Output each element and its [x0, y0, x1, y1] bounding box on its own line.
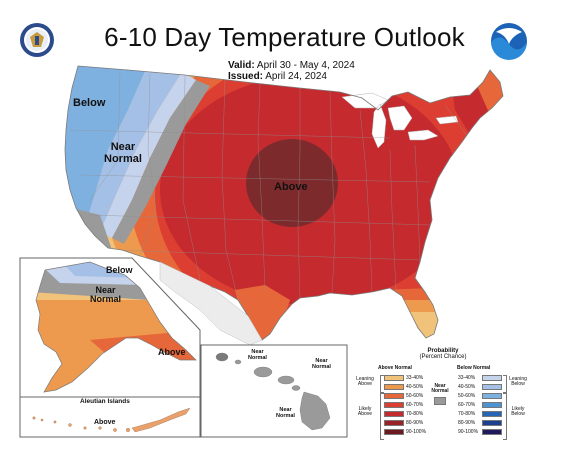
legend-leaning-below: Leaning Below: [505, 377, 531, 387]
alaska-near-line2: Normal: [90, 294, 122, 305]
leaning-above-line1: Leaning: [356, 376, 374, 382]
valid-label: Valid:: [228, 60, 255, 71]
leaning-below-line2: Below: [511, 381, 525, 387]
legend-title: Probability (Percent Chance): [405, 348, 481, 361]
map-title: 6-10 Day Temperature Outlook: [104, 22, 465, 52]
legend-below-swatch: [482, 375, 502, 381]
commerce-seal-icon: [20, 23, 54, 57]
legend-above-swatch: [384, 411, 404, 417]
legend-near-normal: Near Normal: [429, 384, 451, 394]
legend-bracket: [503, 393, 507, 440]
legend-above-range: 70-80%: [406, 410, 424, 417]
aleutian-islands-shape: [32, 407, 191, 433]
legend-near-line1: Near: [434, 383, 446, 389]
legend-below-range: 70-80%: [458, 410, 476, 417]
issued-date: Issued: April 24, 2024: [228, 71, 327, 82]
hawaii-b-line1: Near: [315, 358, 328, 364]
legend-near-swatch: [434, 397, 446, 405]
near-normal-line1: Near: [110, 141, 136, 153]
region-label-below: Below: [73, 97, 106, 109]
hawaii-islands-shape: [215, 352, 331, 431]
mexico-land: [159, 261, 263, 346]
legend-below-header: Below Normal: [457, 365, 491, 371]
issued-value: April 24, 2024: [265, 71, 327, 82]
leaning-above-line2: Above: [357, 381, 373, 387]
legend-above-range: 50-60%: [406, 392, 424, 399]
hawaii-a-line1: Near: [251, 349, 264, 355]
legend-likely-below: Likely Below: [505, 407, 531, 417]
hawaii-label-near-normal-2: Near Normal: [312, 358, 331, 371]
legend-below-swatch: [482, 384, 502, 390]
aleutian-label-above: Above: [94, 419, 116, 426]
legend-bracket: [380, 375, 384, 393]
legend-below-range: 33-40%: [458, 374, 476, 381]
hawaii-a-line2: Normal: [248, 354, 267, 361]
legend-below-range: 80-90%: [458, 419, 476, 426]
legend-above-header: Above Normal: [378, 365, 412, 371]
likely-above-line1: Likely: [358, 406, 372, 412]
legend-title-line1: Probability: [427, 348, 459, 354]
valid-value: April 30 - May 4, 2024: [256, 60, 355, 71]
great-lakes: [341, 92, 459, 149]
region-label-near-normal: Near Normal: [104, 141, 142, 165]
legend-below-swatch: [482, 420, 502, 426]
legend-below-range: 50-60%: [458, 392, 476, 399]
legend-below-swatch: [482, 429, 502, 435]
legend-above-range: 40-50%: [406, 383, 424, 390]
leaning-below-line1: Leaning: [509, 376, 527, 382]
hawaii-label-near-normal-3: Near Normal: [276, 407, 295, 420]
aleutian-title: Aleutian Islands: [80, 398, 130, 405]
hawaii-c-line2: Normal: [276, 412, 295, 419]
hawaii-b-line2: Normal: [312, 363, 331, 370]
valid-dates: Valid: April 30 - May 4, 2024: [228, 60, 355, 71]
legend-above-swatch: [384, 429, 404, 435]
noaa-logo-icon: [491, 23, 527, 60]
legend-bracket: [503, 375, 507, 393]
hawaii-label-near-normal-1: Near Normal: [248, 349, 267, 362]
legend-below-range: 60-70%: [458, 401, 476, 408]
legend-below-swatch: [482, 402, 502, 408]
legend-above-range: 60-70%: [406, 401, 424, 408]
legend-above-swatch: [384, 393, 404, 399]
alaska-near-line1: Near: [95, 285, 116, 295]
alaska-label-near-normal: Near Normal: [90, 285, 122, 305]
alaska-outline: [35, 261, 197, 393]
likely-below-line2: Below: [511, 411, 525, 417]
legend-above-swatch: [384, 375, 404, 381]
legend-title-line2: (Percent Chance): [419, 354, 467, 361]
alaska-label-below: Below: [106, 265, 133, 275]
legend-below-range: 40-50%: [458, 383, 476, 390]
legend-above-swatch: [384, 384, 404, 390]
alaska-label-above: Above: [158, 347, 186, 357]
legend-likely-above: Likely Above: [353, 407, 377, 417]
state-borders: [69, 69, 471, 301]
legend-leaning-above: Leaning Above: [353, 377, 377, 387]
hawaii-c-line1: Near: [279, 407, 292, 413]
legend-above-swatch: [384, 420, 404, 426]
region-label-above: Above: [274, 181, 308, 193]
legend-below-swatch: [482, 393, 502, 399]
legend-below-swatch: [482, 411, 502, 417]
issued-label: Issued:: [228, 71, 264, 82]
legend-above-range: 80-90%: [406, 419, 424, 426]
legend-near-line2: Normal: [431, 388, 449, 394]
likely-above-line2: Above: [357, 411, 373, 417]
legend-above-swatch: [384, 402, 404, 408]
near-normal-line2: Normal: [104, 152, 142, 165]
legend-above-range: 90-100%: [406, 428, 427, 435]
likely-below-line1: Likely: [511, 406, 525, 412]
conus-outline: [64, 65, 504, 341]
legend-above-range: 33-40%: [406, 374, 424, 381]
legend-bracket: [380, 393, 384, 440]
legend-below-range: 90-100%: [458, 428, 479, 435]
